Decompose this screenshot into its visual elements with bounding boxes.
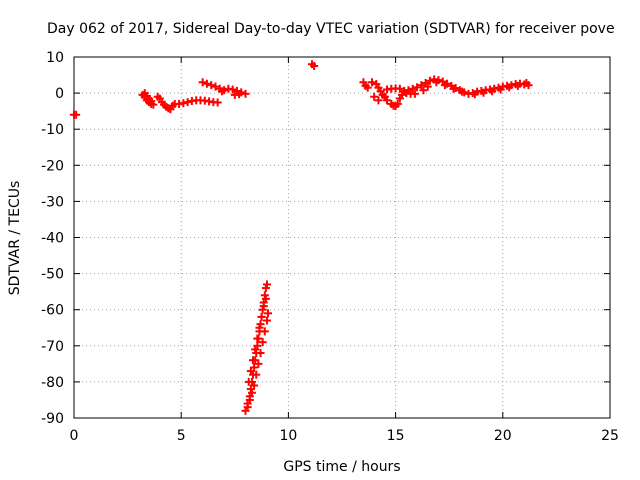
data-point xyxy=(264,309,273,318)
data-point xyxy=(250,381,259,390)
data-point xyxy=(179,99,188,108)
data-point xyxy=(262,280,271,289)
y-tick-label: -20 xyxy=(41,158,64,174)
data-point xyxy=(425,76,434,85)
x-tick-label: 25 xyxy=(601,428,619,444)
grid xyxy=(74,57,610,418)
data-point xyxy=(419,86,428,95)
data-point xyxy=(198,78,207,87)
data-point xyxy=(513,81,522,90)
data-points xyxy=(70,60,533,415)
data-point xyxy=(254,359,263,368)
data-point xyxy=(207,81,216,90)
data-point xyxy=(423,82,432,91)
data-point xyxy=(449,84,458,93)
data-point xyxy=(244,377,253,386)
y-tick-label: -50 xyxy=(41,267,64,283)
data-point xyxy=(183,98,192,107)
x-tick-label: 10 xyxy=(279,428,297,444)
data-point xyxy=(383,96,392,105)
y-tick-label: -80 xyxy=(41,375,64,391)
data-point xyxy=(220,86,229,95)
data-point xyxy=(488,87,497,96)
data-point xyxy=(408,84,417,93)
data-point xyxy=(258,338,267,347)
data-point xyxy=(256,349,265,358)
data-point xyxy=(505,83,514,92)
data-point xyxy=(458,87,467,96)
data-point xyxy=(496,85,505,94)
data-point xyxy=(479,88,488,97)
data-point xyxy=(261,294,270,303)
data-point xyxy=(410,89,419,98)
x-tick-label: 0 xyxy=(70,428,79,444)
y-tick-label: 10 xyxy=(46,50,64,66)
data-point xyxy=(251,345,260,354)
data-point xyxy=(260,327,269,336)
data-point xyxy=(440,81,449,90)
y-tick-label: -40 xyxy=(41,231,64,247)
y-axis-label: SDTVAR / TECUs xyxy=(7,181,23,296)
data-point xyxy=(370,92,379,101)
data-point xyxy=(257,312,266,321)
data-point xyxy=(404,86,413,95)
data-point xyxy=(395,84,404,93)
x-tick-label: 5 xyxy=(177,428,186,444)
data-point xyxy=(432,78,441,87)
data-point xyxy=(147,97,156,106)
x-tick-label: 15 xyxy=(387,428,405,444)
data-point xyxy=(202,79,211,88)
data-point xyxy=(228,85,237,94)
data-point xyxy=(252,370,261,379)
data-point xyxy=(246,367,255,376)
y-tick-label: -10 xyxy=(41,122,64,138)
y-tick-label: 0 xyxy=(55,86,64,102)
axis-ticks: 0 5 10 15 20 25 10 0 -10 -20 -30 -40 -50 -60 -70 -80 -90 xyxy=(41,50,619,444)
data-point xyxy=(249,356,258,365)
y-tick-label: -30 xyxy=(41,194,64,210)
data-point xyxy=(374,96,383,105)
data-point xyxy=(213,98,222,107)
data-point xyxy=(522,78,531,87)
data-point xyxy=(417,81,426,90)
data-point xyxy=(247,388,256,397)
data-point xyxy=(262,316,271,325)
y-tick-label: -60 xyxy=(41,303,64,319)
y-tick-label: -70 xyxy=(41,339,64,355)
data-point xyxy=(243,403,252,412)
data-point xyxy=(368,78,377,87)
data-point xyxy=(235,90,244,99)
data-point xyxy=(310,62,319,71)
chart-title: Day 062 of 2017, Sidereal Day-to-day VTE… xyxy=(47,21,615,37)
data-point xyxy=(363,83,372,92)
data-point xyxy=(245,395,254,404)
data-point xyxy=(470,90,479,99)
data-point xyxy=(413,83,422,92)
data-point xyxy=(211,82,220,91)
x-tick-label: 20 xyxy=(494,428,512,444)
x-axis-label: GPS time / hours xyxy=(283,459,400,475)
y-tick-label: -90 xyxy=(41,411,64,427)
data-point xyxy=(259,302,268,311)
data-point xyxy=(393,99,402,108)
data-point xyxy=(72,110,81,119)
data-point xyxy=(255,323,264,332)
data-point xyxy=(253,334,262,343)
